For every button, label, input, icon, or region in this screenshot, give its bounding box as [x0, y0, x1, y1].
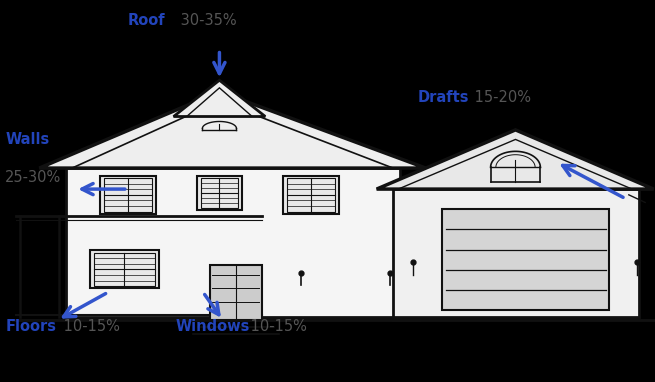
Polygon shape: [377, 130, 654, 189]
Text: 25-30%: 25-30%: [5, 170, 62, 185]
FancyBboxPatch shape: [443, 209, 609, 310]
Text: 10-15%: 10-15%: [246, 319, 307, 334]
Polygon shape: [393, 189, 639, 317]
Text: Walls: Walls: [5, 132, 50, 147]
Text: 30-35%: 30-35%: [176, 13, 236, 28]
Text: 15-20%: 15-20%: [470, 90, 531, 105]
FancyBboxPatch shape: [284, 176, 339, 214]
FancyBboxPatch shape: [90, 250, 159, 288]
Polygon shape: [39, 92, 426, 168]
FancyBboxPatch shape: [100, 176, 156, 214]
Polygon shape: [66, 168, 400, 317]
Text: Drafts: Drafts: [418, 90, 470, 105]
Text: 10-15%: 10-15%: [59, 319, 120, 334]
FancyBboxPatch shape: [197, 176, 242, 210]
FancyBboxPatch shape: [210, 265, 262, 320]
Text: Roof: Roof: [128, 13, 165, 28]
Text: Windows: Windows: [176, 319, 250, 334]
Polygon shape: [174, 80, 265, 117]
Text: Floors: Floors: [5, 319, 56, 334]
